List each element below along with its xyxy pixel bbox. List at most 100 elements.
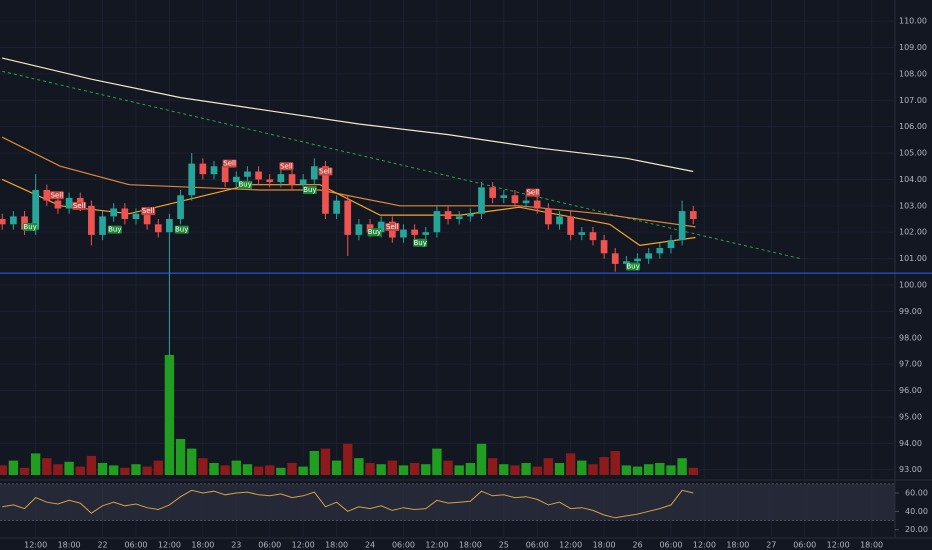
x-tick-label: 18:00 bbox=[191, 541, 214, 550]
signal-badge bbox=[49, 191, 64, 200]
volume-bar bbox=[543, 458, 554, 475]
signal-label: Buy bbox=[368, 228, 381, 236]
volume-bar bbox=[554, 463, 565, 475]
y-tick-label: 100.00 bbox=[899, 281, 927, 290]
volume-bar bbox=[64, 461, 74, 475]
rsi-line bbox=[2, 489, 694, 519]
candle-body bbox=[32, 190, 40, 230]
volume-bar bbox=[242, 464, 253, 475]
x-tick-label: 27 bbox=[766, 541, 776, 550]
volume-bar bbox=[164, 355, 175, 475]
y-tick-label: 107.00 bbox=[899, 96, 927, 105]
signal-label: Buy bbox=[239, 181, 252, 189]
candle-body bbox=[355, 224, 363, 235]
trend-line bbox=[2, 70, 801, 260]
volume-bar bbox=[387, 460, 398, 475]
y-tick-label: 108.00 bbox=[899, 69, 927, 78]
x-tick-label: 23 bbox=[231, 541, 241, 550]
volume-bar bbox=[398, 465, 409, 475]
volume-bar bbox=[231, 460, 241, 475]
candle-body bbox=[656, 248, 664, 254]
y-tick-label: 110.00 bbox=[899, 17, 927, 26]
y-tick-label: 109.00 bbox=[899, 43, 927, 52]
signal-label: Sell bbox=[51, 191, 64, 199]
volume-bar bbox=[465, 463, 476, 475]
x-tick-label: 18:00 bbox=[593, 541, 616, 550]
candle-body bbox=[210, 166, 218, 175]
candle-body bbox=[110, 208, 118, 217]
y-tick-label: 95.00 bbox=[899, 412, 922, 421]
y-tick-label: 93.00 bbox=[899, 465, 922, 474]
y-tick-label: 104.00 bbox=[899, 175, 927, 184]
volume-bar bbox=[354, 458, 364, 475]
y-tick-label: 105.00 bbox=[899, 149, 927, 158]
volume-bar bbox=[565, 453, 576, 475]
candle-body bbox=[65, 197, 73, 209]
x-tick-label: 22 bbox=[97, 541, 107, 550]
volume-bar bbox=[688, 467, 698, 475]
candle-body bbox=[611, 253, 619, 264]
candle-body bbox=[411, 229, 418, 235]
candle-body bbox=[511, 195, 519, 204]
volume-bar bbox=[588, 464, 598, 475]
candle-body bbox=[645, 253, 653, 259]
candle-body bbox=[0, 219, 6, 225]
x-tick-label: 06:00 bbox=[526, 541, 549, 550]
signal-badge bbox=[279, 162, 294, 171]
candle-body bbox=[623, 261, 630, 264]
candle-body bbox=[489, 187, 496, 198]
x-tick-label: 12:00 bbox=[292, 541, 315, 550]
candle-body bbox=[333, 200, 340, 214]
signal-badge bbox=[238, 180, 253, 189]
signal-badge bbox=[626, 262, 641, 271]
candle-body bbox=[433, 211, 441, 233]
y-tick-label: 98.00 bbox=[899, 333, 922, 342]
volume-bar bbox=[421, 464, 431, 475]
volume-bar bbox=[432, 448, 442, 475]
x-tick-label: 06:00 bbox=[258, 541, 281, 550]
volume-bar bbox=[577, 460, 587, 475]
volume-bar bbox=[287, 463, 297, 475]
volume-bar bbox=[331, 460, 342, 475]
signal-label: Sell bbox=[526, 189, 539, 197]
y-tick-label: 103.00 bbox=[899, 201, 927, 210]
volume-bar bbox=[454, 465, 464, 475]
volume-bar bbox=[53, 464, 63, 475]
volume-bar bbox=[443, 460, 453, 475]
volume-bar bbox=[253, 466, 264, 475]
moving-average bbox=[1, 178, 696, 247]
rsi-tick-label: 60.00 bbox=[905, 489, 928, 498]
volume-bar bbox=[97, 463, 108, 475]
candle-body bbox=[221, 166, 229, 183]
volume-bar bbox=[476, 443, 487, 475]
volume-bar bbox=[666, 465, 676, 475]
x-tick-label: 12:00 bbox=[693, 541, 716, 550]
volume-bar bbox=[643, 464, 654, 475]
signal-badge bbox=[525, 188, 540, 197]
candle-body bbox=[121, 208, 129, 220]
x-tick-label: 26 bbox=[632, 541, 642, 550]
volume-bar bbox=[521, 463, 531, 475]
volume-bar bbox=[0, 465, 7, 475]
volume-bar bbox=[343, 443, 353, 475]
x-tick-label: 25 bbox=[499, 541, 509, 550]
volume-bar bbox=[621, 465, 632, 475]
candle-body bbox=[522, 200, 530, 204]
x-tick-label: 18:00 bbox=[726, 541, 749, 550]
candle-body bbox=[344, 200, 352, 235]
volume-bar bbox=[499, 464, 509, 475]
x-tick-label: 06:00 bbox=[793, 541, 816, 550]
signal-badge bbox=[385, 222, 400, 231]
moving-average bbox=[1, 136, 696, 228]
volume-bar bbox=[632, 466, 643, 475]
x-tick-label: 06:00 bbox=[124, 541, 147, 550]
moving-average bbox=[2, 57, 694, 173]
candle-body bbox=[244, 171, 251, 177]
candle-body bbox=[199, 163, 207, 175]
volume-bar bbox=[131, 464, 141, 475]
x-tick-label: 12:00 bbox=[827, 541, 850, 550]
candle-body bbox=[299, 179, 307, 185]
volume-bar bbox=[75, 466, 85, 475]
candle-body bbox=[533, 200, 541, 209]
